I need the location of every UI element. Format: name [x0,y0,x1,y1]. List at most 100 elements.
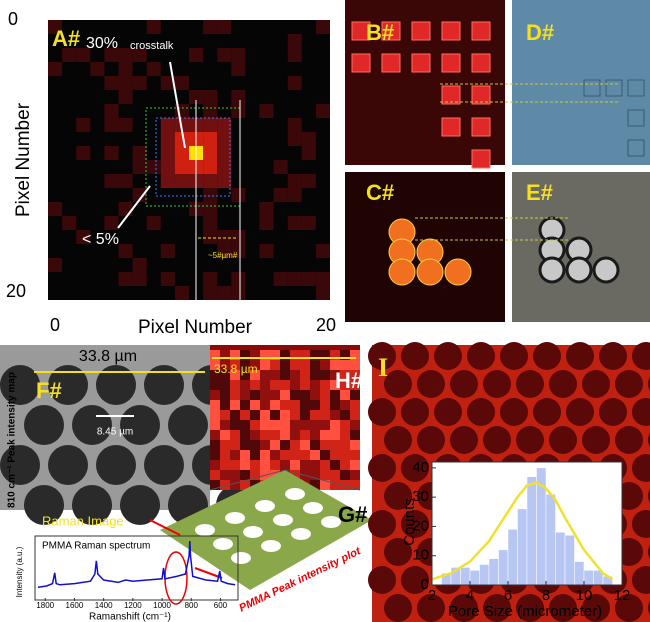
pixel [280,460,290,470]
pixel [260,460,270,470]
pixel [270,360,280,370]
pixel [231,90,245,104]
pore [24,405,64,445]
pixel [104,118,118,132]
hole [261,540,281,552]
pixel [280,360,290,370]
pixel [161,146,175,160]
pore [599,398,627,426]
x-tick-label: 0 [50,315,60,335]
panel-label: A# [52,26,80,51]
pixel [220,400,230,410]
pixel [217,230,231,244]
square [412,22,430,40]
hole [273,514,293,526]
pixel [310,430,320,440]
pixel [119,244,133,258]
pixel [290,360,300,370]
pore [96,445,136,485]
pore [615,426,643,454]
pixel [240,410,250,420]
pixel [316,272,330,286]
sphere [389,259,415,285]
pixel [203,146,217,160]
width-label: 33.8 µm [79,348,137,365]
pore [582,426,610,454]
pixel [320,470,330,480]
pore [566,398,594,426]
hole [285,488,305,500]
bar [518,509,528,585]
pixel [316,20,330,34]
pixel [230,380,240,390]
pixel [350,460,360,470]
pore [599,342,627,370]
pixel [220,390,230,400]
pore [533,342,561,370]
pixel [220,450,230,460]
pixel [210,380,220,390]
pixel [203,104,217,118]
pixel [119,174,133,188]
pixel [203,230,217,244]
pixel [62,216,76,230]
pore [384,426,412,454]
pixel [290,400,300,410]
pixel [260,216,274,230]
pore [368,454,396,482]
pixel [210,410,220,420]
pixel [280,370,290,380]
pixel [161,132,175,146]
pixel [288,34,302,48]
y-axis-label: Pixel Number [13,102,34,217]
pixel [340,460,350,470]
pixel [320,380,330,390]
pixel [119,62,133,76]
pixel [260,410,270,420]
pixel [203,118,217,132]
pixel [330,460,340,470]
pixel [203,90,217,104]
pixel [161,272,175,286]
pixel [288,118,302,132]
pixel [175,174,189,188]
pixel [310,360,320,370]
pixel [210,470,220,480]
pixel [250,420,260,430]
pixel [270,450,280,460]
bar [584,570,594,585]
pixel [161,160,175,174]
pixel [270,460,280,470]
pixel [320,450,330,460]
x-tick-label: 1600 [66,601,84,610]
pore [168,405,208,445]
pixel [300,360,310,370]
x-tick-label: 8 [542,587,550,604]
pixel [300,420,310,430]
pixel [210,430,220,440]
pixel [260,244,274,258]
bar [480,565,490,586]
x-tick-label: 1000 [153,601,171,610]
pixel [302,174,316,188]
pixel [250,430,260,440]
pixel [119,272,133,286]
pixel [320,410,330,420]
pixel [280,450,290,460]
pore [467,342,495,370]
pixel [250,400,260,410]
hole [225,512,245,524]
pixel [203,202,217,216]
pixel [310,410,320,420]
pixel [210,440,220,450]
pixel [274,272,288,286]
pixel [280,410,290,420]
pixel [300,400,310,410]
pixel [220,410,230,420]
pore [450,370,478,398]
pixel [340,470,350,480]
pore [417,370,445,398]
y-tick-label: 30 [412,488,429,505]
panel-label: D# [526,20,554,45]
pixel [320,440,330,450]
